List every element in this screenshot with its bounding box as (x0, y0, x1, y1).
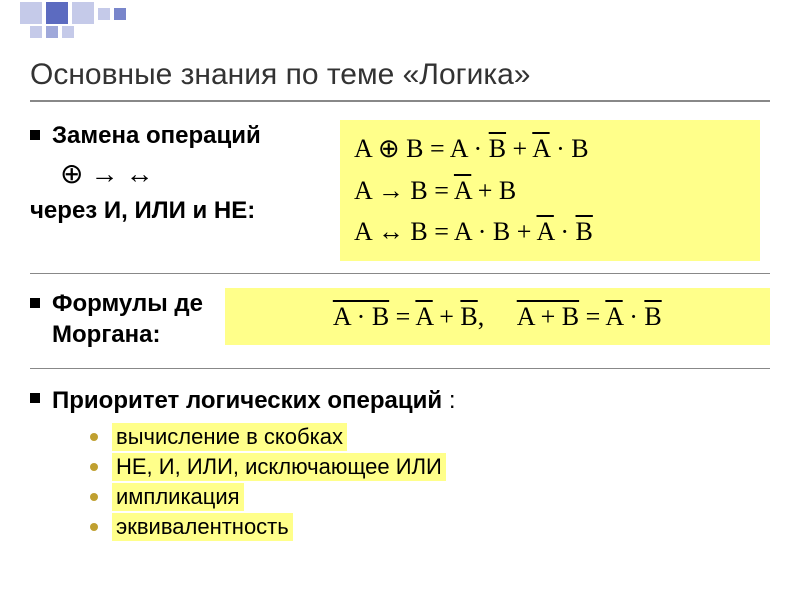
slide-title: Основные знания по теме «Логика» (30, 58, 770, 102)
slide-content: Основные знания по теме «Логика» Замена … (0, 0, 800, 563)
divider (30, 273, 770, 274)
replace-ops-symbols: ⊕ → ↔ (30, 157, 340, 191)
bullet-dot-icon (90, 493, 98, 501)
list-item: эквивалентность (90, 513, 770, 541)
priority-label-bold: Приоритет логических операций (52, 387, 442, 414)
replace-ops-sub: через И, ИЛИ и НЕ: (30, 195, 340, 226)
priority-label-rest: : (442, 387, 455, 414)
bullet-dot-icon (90, 433, 98, 441)
section-priority: Приоритет логических операций : (30, 383, 770, 415)
formula-box-2: A · B = A + B, A + B = A · B (225, 288, 770, 346)
bullet-dot-icon (90, 523, 98, 531)
demorgan-label: Формулы де Моргана: (52, 288, 225, 350)
bullet-dot-icon (90, 463, 98, 471)
list-item: вычисление в скобках (90, 423, 770, 451)
formula-equiv: A ↔ B = A · B + A · B (354, 211, 746, 253)
priority-list: вычисление в скобках НЕ, И, ИЛИ, исключа… (90, 423, 770, 541)
replace-ops-label: Замена операций (52, 120, 261, 151)
bullet-icon (30, 130, 40, 140)
corner-decoration (0, 0, 140, 50)
list-item: НЕ, И, ИЛИ, исключающее ИЛИ (90, 453, 770, 481)
bullet-icon (30, 298, 40, 308)
bullet-icon (30, 393, 40, 403)
formula-xor: A ⊕ B = A · B + A · B (354, 128, 746, 170)
list-item: импликация (90, 483, 770, 511)
section-demorgan: Формулы де Моргана: A · B = A + B, A + B… (30, 288, 770, 356)
formula-impl: A → B = A + B (354, 170, 746, 212)
divider (30, 368, 770, 369)
section-replace-ops: Замена операций ⊕ → ↔ через И, ИЛИ и НЕ:… (30, 120, 770, 261)
formula-box-1: A ⊕ B = A · B + A · B A → B = A + B A ↔ … (340, 120, 760, 261)
